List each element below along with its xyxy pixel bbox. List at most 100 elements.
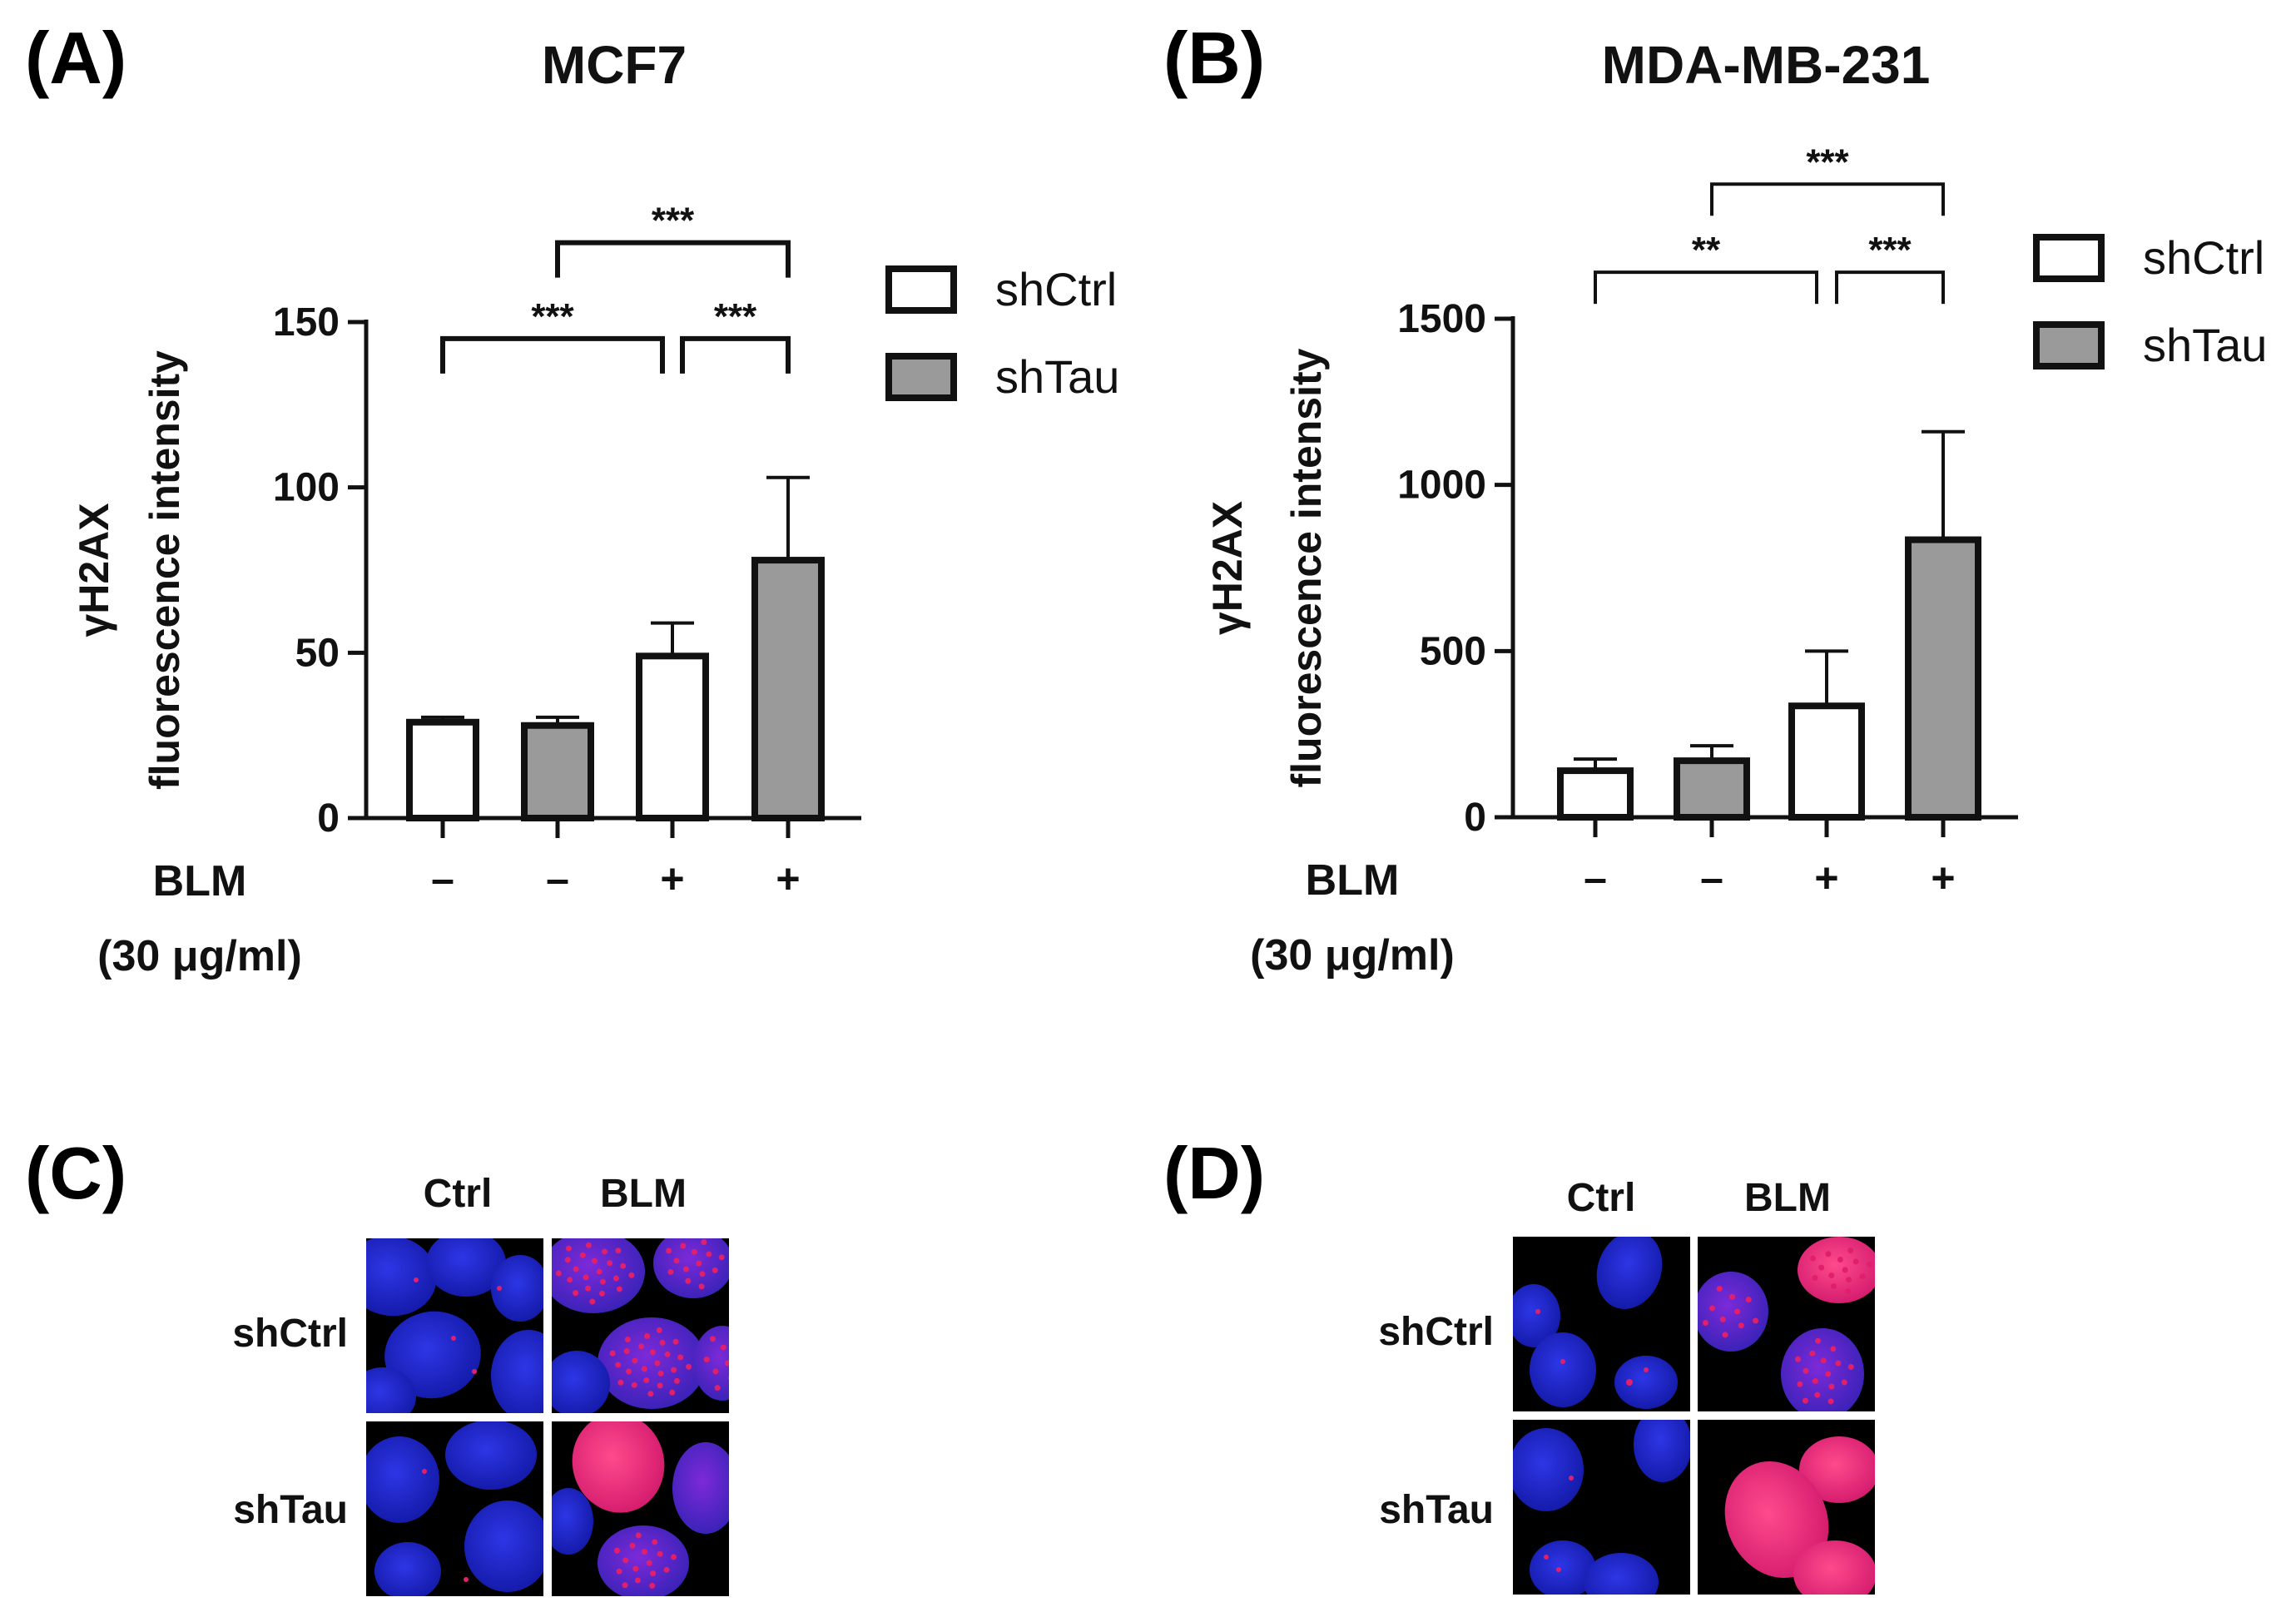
gamma-h2ax-focus [1825, 1371, 1832, 1377]
gamma-h2ax-focus [649, 1582, 656, 1589]
gamma-h2ax-focus [659, 1339, 666, 1346]
gamma-h2ax-focus [1745, 1297, 1752, 1303]
gamma-h2ax-focus [669, 1389, 676, 1396]
gamma-h2ax-focus [1814, 1391, 1821, 1398]
gamma-h2ax-focus [685, 1277, 692, 1284]
legend-label-shctrl: shCtrl [995, 263, 1117, 315]
gamma-h2ax-focus [1820, 1357, 1827, 1364]
gamma-h2ax-focus [652, 1539, 658, 1545]
gamma-h2ax-focus [1841, 1379, 1847, 1386]
gamma-h2ax-focus [1753, 1317, 1759, 1324]
gamma-h2ax-focus [647, 1391, 654, 1397]
micrograph-content [366, 1238, 543, 1413]
cell-nucleus [572, 1421, 665, 1513]
gamma-h2ax-focus [1797, 1381, 1803, 1387]
significance-stars: *** [1806, 141, 1849, 182]
micrograph-image [1513, 1237, 1690, 1411]
gamma-h2ax-focus [635, 1532, 642, 1539]
gamma-h2ax-focus [1825, 1251, 1832, 1257]
cell-nucleus [693, 1326, 729, 1401]
cell-nucleus [1530, 1332, 1596, 1407]
gamma-h2ax-focus [714, 1385, 721, 1391]
gamma-h2ax-focus [583, 1274, 589, 1281]
micrograph-image [552, 1238, 729, 1413]
micrograph-image [552, 1421, 729, 1596]
gamma-h2ax-focus [699, 1271, 706, 1277]
gamma-h2ax-focus [632, 1357, 638, 1364]
gamma-h2ax-focus [1809, 1350, 1816, 1357]
cell-nucleus [374, 1542, 441, 1596]
panel-label-b: (B) [1163, 17, 1265, 99]
cell-nucleus [1584, 1553, 1659, 1595]
blm-concentration-label: (30 μg/ml) [97, 932, 302, 980]
gamma-h2ax-focus [644, 1333, 651, 1340]
gamma-h2ax-focus [706, 1251, 712, 1257]
gamma-h2ax-focus [624, 1336, 631, 1342]
gamma-h2ax-focus [555, 1270, 562, 1277]
cell-nucleus [1513, 1428, 1584, 1511]
significance-bracket [555, 240, 791, 278]
gamma-h2ax-focus [622, 1557, 629, 1564]
bar-shctrl [636, 652, 709, 821]
blm-label: BLM [1306, 856, 1400, 905]
cell-nucleus [598, 1525, 689, 1596]
gamma-h2ax-focus [1738, 1322, 1744, 1329]
gamma-h2ax-focus [641, 1366, 647, 1372]
legend-swatch-shctrl [885, 265, 957, 314]
gamma-h2ax-focus [607, 1260, 613, 1267]
cell-nucleus [1798, 1237, 1875, 1303]
micrograph-content [1513, 1420, 1690, 1595]
micrograph-image [1698, 1237, 1875, 1411]
gamma-h2ax-focus [629, 1542, 636, 1549]
gamma-h2ax-focus [565, 1245, 572, 1252]
cell-nucleus [491, 1255, 543, 1322]
gamma-h2ax-focus [673, 1257, 680, 1264]
gamma-h2ax-focus [1810, 1255, 1817, 1262]
gamma-h2ax-focus [1722, 1332, 1728, 1338]
significance-stars: *** [531, 296, 574, 337]
gamma-h2ax-focus [589, 1298, 596, 1305]
bar-shtau [751, 557, 825, 822]
bar-shctrl [406, 718, 479, 821]
panel-label-c: (C) [25, 1132, 126, 1214]
gamma-h2ax-focus [667, 1268, 674, 1275]
gamma-h2ax-focus [657, 1550, 663, 1557]
gamma-h2ax-focus [585, 1285, 592, 1292]
micrograph-content [366, 1421, 543, 1596]
row-label-shctrl: shCtrl [1378, 1310, 1494, 1354]
gamma-h2ax-focus [1795, 1356, 1802, 1362]
significance-bracket [680, 335, 791, 374]
gamma-h2ax-focus [414, 1277, 419, 1282]
gamma-h2ax-focus [585, 1242, 592, 1248]
micrograph-image [366, 1421, 543, 1596]
gamma-h2ax-focus [614, 1547, 621, 1554]
x-category-label: – [1584, 855, 1607, 901]
significance-stars: *** [714, 296, 757, 337]
gamma-h2ax-focus [497, 1286, 502, 1291]
gamma-h2ax-focus [673, 1377, 680, 1384]
cell-nucleus [464, 1500, 543, 1592]
gamma-h2ax-focus [616, 1568, 622, 1575]
cell-nucleus [366, 1367, 416, 1413]
row-label-shtau: shTau [1379, 1488, 1494, 1532]
cell-nucleus [366, 1436, 439, 1523]
cell-nucleus [366, 1238, 437, 1317]
bar-shtau [1674, 757, 1750, 821]
column-label-ctrl: Ctrl [424, 1172, 493, 1216]
gamma-h2ax-focus [666, 1247, 672, 1254]
gamma-h2ax-focus [472, 1369, 477, 1374]
micrograph-content [552, 1421, 729, 1596]
row-label-shtau: shTau [233, 1488, 348, 1532]
gamma-h2ax-focus [1867, 1261, 1873, 1267]
gamma-h2ax-focus [703, 1357, 710, 1363]
cell-nucleus [1799, 1436, 1875, 1503]
y-tick-label: 500 [1420, 629, 1486, 673]
legend-swatch-shctrl [2033, 234, 2105, 282]
column-label-blm: BLM [600, 1172, 687, 1216]
legend-label-shctrl: shCtrl [2143, 231, 2264, 284]
gamma-h2ax-focus [1828, 1383, 1835, 1390]
gamma-h2ax-focus [1709, 1305, 1716, 1312]
chart-title: MCF7 [542, 35, 687, 95]
gamma-h2ax-focus [598, 1290, 605, 1297]
gamma-h2ax-focus [612, 1275, 619, 1282]
